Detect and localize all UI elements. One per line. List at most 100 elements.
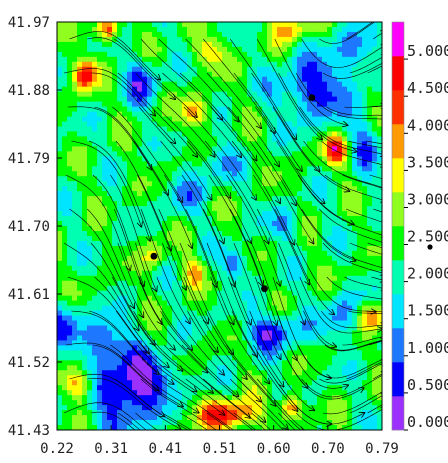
field-cell [312, 196, 318, 202]
field-cell [102, 176, 108, 182]
field-cell [222, 41, 228, 48]
field-cell [112, 255, 118, 262]
field-cell [252, 395, 258, 401]
field-cell [212, 390, 218, 396]
field-cell [112, 101, 118, 107]
field-cell [57, 166, 63, 172]
field-cell [312, 86, 318, 93]
field-cell [337, 116, 343, 122]
field-cell [197, 265, 203, 272]
field-cell [312, 315, 318, 321]
field-cell [57, 221, 63, 227]
field-cell [262, 156, 268, 162]
field-cell [377, 340, 382, 346]
field-cell [232, 395, 238, 401]
field-cell [57, 156, 63, 162]
field-cell [297, 176, 303, 182]
field-cell [192, 240, 198, 247]
field-cell [347, 106, 353, 112]
field-cell [147, 201, 153, 207]
field-cell [202, 176, 208, 182]
field-cell [362, 136, 368, 142]
field-cell [317, 46, 323, 53]
field-cell [102, 370, 108, 376]
field-cell [257, 295, 263, 302]
field-cell [217, 350, 223, 356]
field-cell [292, 66, 298, 73]
field-cell [102, 36, 108, 43]
field-cell [147, 395, 153, 401]
field-cell [187, 345, 193, 351]
field-cell [352, 226, 358, 232]
field-cell [167, 61, 173, 68]
field-cell [262, 310, 268, 316]
field-cell [72, 206, 78, 212]
field-cell [172, 320, 178, 326]
field-cell [377, 385, 382, 391]
field-cell [202, 111, 208, 117]
field-cell [187, 81, 193, 88]
field-cell [347, 235, 353, 242]
field-cell [182, 255, 188, 262]
field-cell [62, 161, 68, 167]
field-cell [92, 380, 98, 386]
field-cell [187, 36, 193, 43]
field-cell [127, 181, 133, 187]
field-cell [212, 320, 218, 326]
field-cell [277, 345, 283, 351]
field-cell [152, 270, 158, 277]
field-cell [207, 56, 213, 63]
field-cell [377, 146, 382, 152]
field-cell [92, 176, 98, 182]
field-cell [87, 375, 93, 381]
field-cell [372, 36, 378, 43]
field-cell [167, 255, 173, 262]
field-cell [247, 86, 253, 93]
field-cell [352, 211, 358, 217]
field-cell [372, 275, 378, 282]
field-cell [232, 325, 238, 331]
field-cell [377, 36, 382, 43]
field-cell [112, 300, 118, 307]
field-cell [77, 176, 83, 182]
field-cell [342, 181, 348, 187]
field-cell [157, 46, 163, 53]
field-cell [357, 245, 363, 252]
field-cell [362, 275, 368, 282]
field-cell [237, 156, 243, 162]
field-cell [342, 101, 348, 107]
field-cell [222, 295, 228, 302]
field-cell [182, 51, 188, 58]
field-cell [57, 81, 63, 88]
field-cell [57, 285, 63, 292]
field-cell [67, 221, 73, 227]
field-cell [72, 385, 78, 391]
field-cell [327, 360, 333, 366]
field-cell [137, 330, 143, 336]
field-cell [342, 345, 348, 351]
field-cell [362, 201, 368, 207]
field-cell [372, 335, 378, 341]
field-cell [317, 290, 323, 297]
field-cell [177, 81, 183, 88]
field-cell [97, 171, 103, 177]
field-cell [257, 216, 263, 222]
field-cell [302, 41, 308, 48]
field-cell [87, 255, 93, 262]
field-cell [272, 136, 278, 142]
field-cell [267, 176, 273, 182]
field-cell [162, 96, 168, 103]
field-cell [192, 106, 198, 112]
field-cell [357, 330, 363, 336]
field-cell [132, 290, 138, 297]
field-cell [347, 91, 353, 98]
field-cell [302, 235, 308, 242]
field-cell [97, 355, 103, 361]
field-cell [297, 201, 303, 207]
field-cell [287, 395, 293, 401]
field-cell [142, 206, 148, 212]
field-cell [127, 360, 133, 366]
field-cell [172, 265, 178, 272]
field-cell [212, 216, 218, 222]
field-cell [357, 206, 363, 212]
